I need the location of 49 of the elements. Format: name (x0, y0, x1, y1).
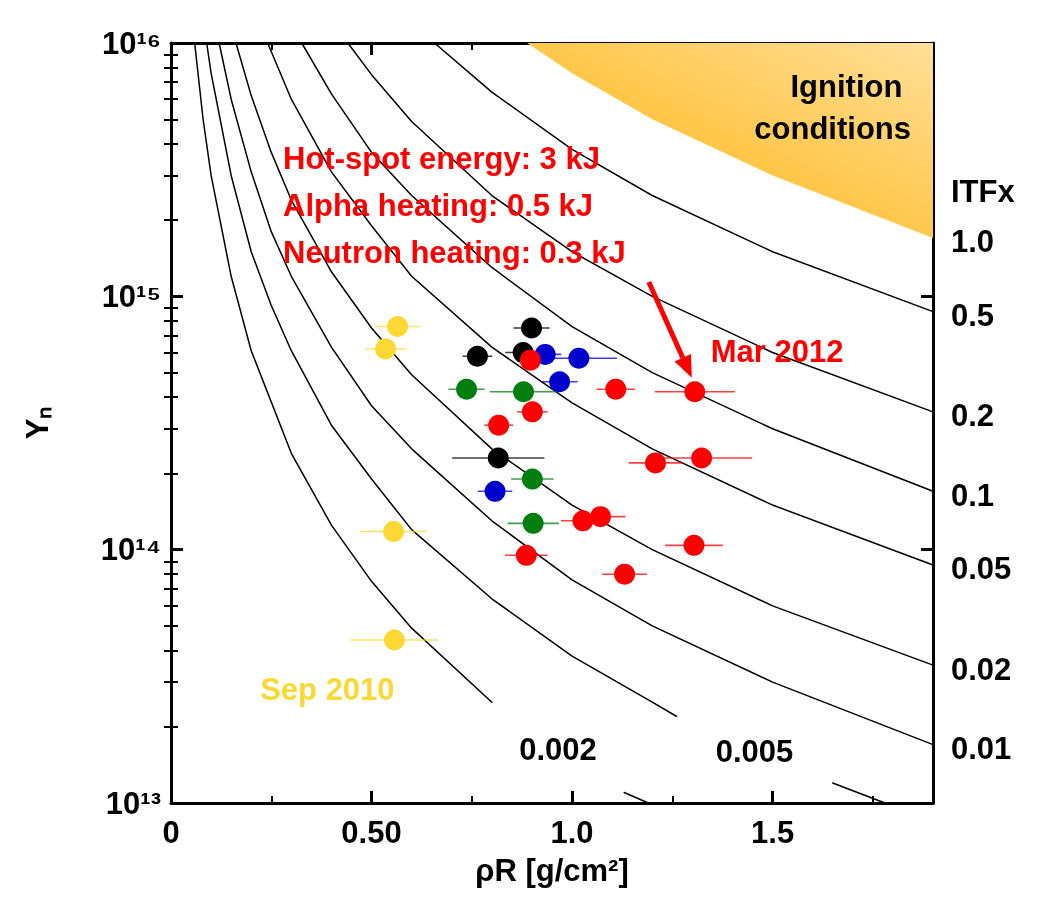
point (590, 506, 612, 528)
point (484, 480, 506, 502)
point (387, 316, 409, 338)
series-label: 0.2 (951, 398, 995, 434)
point (684, 381, 706, 403)
x-tick-label: 0.50 (341, 815, 402, 850)
legend-title: ITFx (951, 174, 1016, 210)
point (614, 563, 636, 585)
point (487, 447, 509, 469)
point (375, 338, 397, 360)
point (521, 317, 543, 339)
point (513, 381, 535, 403)
point (522, 512, 544, 534)
x-tick-label: 1.0 (550, 815, 594, 850)
point (521, 401, 543, 423)
y-tick-label: 10¹⁵ (101, 278, 161, 314)
x-tick-label: 0 (162, 815, 180, 850)
point (549, 371, 571, 393)
series-label: Ignition conditions (754, 68, 911, 146)
legend-label: 0.5 (951, 298, 995, 334)
y-axis-title: Yₙ (20, 406, 55, 440)
point (521, 468, 543, 490)
annotation: 1.0 (951, 224, 995, 260)
point (572, 510, 594, 532)
legend-label: 0.05 (951, 551, 1012, 587)
point (519, 349, 541, 371)
point (605, 378, 627, 400)
y-tick-label: 10¹⁶ (101, 25, 161, 61)
y-tick-label: 10¹³ (105, 785, 161, 821)
point (456, 378, 478, 400)
series-label: 0.005 (715, 734, 794, 770)
x-tick-label: 1.5 (751, 815, 795, 850)
series-label: 0.1 (951, 477, 995, 513)
point (691, 447, 713, 469)
point (383, 520, 405, 542)
y-tick-label: 10¹⁴ (100, 532, 161, 568)
point (466, 345, 488, 367)
point (488, 414, 510, 436)
point (683, 534, 705, 556)
series-label: 0.02 (951, 651, 1012, 687)
point (568, 347, 590, 369)
point (644, 452, 666, 474)
annotation: Mar 2012 (710, 334, 844, 370)
point (515, 544, 537, 566)
series-label: 0.01 (951, 731, 1012, 767)
series-label: Sep 2010 (260, 672, 395, 708)
point (383, 629, 405, 651)
series-label: 0.002 (519, 731, 597, 767)
x-axis-title: ρR [g/cm²] (475, 853, 629, 888)
